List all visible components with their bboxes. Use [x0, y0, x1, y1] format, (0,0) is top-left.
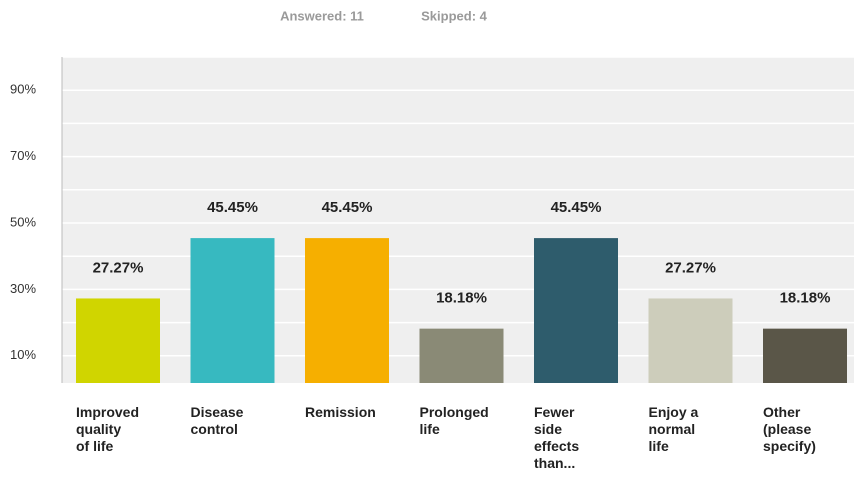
- value-label: 45.45%: [551, 199, 602, 216]
- bar: [648, 298, 733, 383]
- value-label: 27.27%: [665, 259, 716, 276]
- bar: [305, 238, 389, 383]
- bar: [190, 238, 275, 383]
- value-label: 45.45%: [207, 199, 258, 216]
- value-label: 45.45%: [322, 199, 373, 216]
- x-tick-label: Prolonged life: [419, 404, 489, 437]
- y-tick-label: 30%: [10, 281, 36, 296]
- y-tick-label: 50%: [10, 214, 36, 229]
- bar: [534, 238, 618, 383]
- bar: [763, 328, 847, 383]
- value-label: 18.18%: [780, 290, 831, 307]
- y-tick-label: 90%: [10, 82, 36, 97]
- skipped: Skipped: 4: [421, 8, 488, 23]
- y-tick-label: 70%: [10, 148, 36, 163]
- x-tick-label: Improved quality of life: [76, 404, 140, 454]
- bar: [419, 328, 504, 383]
- x-tick-label: Disease control: [190, 404, 244, 437]
- x-tick-label: Fewer side effects than...: [534, 404, 580, 471]
- answered: Answered: 11: [280, 8, 364, 23]
- y-tick-label: 10%: [10, 347, 36, 362]
- x-tick-label: Remission: [305, 404, 376, 420]
- x-tick-label: Enjoy a normal life: [648, 404, 699, 454]
- x-tick-label: Other (please specify): [763, 404, 816, 454]
- bar: [76, 298, 160, 383]
- value-label: 18.18%: [436, 290, 487, 307]
- value-label: 27.27%: [93, 259, 144, 276]
